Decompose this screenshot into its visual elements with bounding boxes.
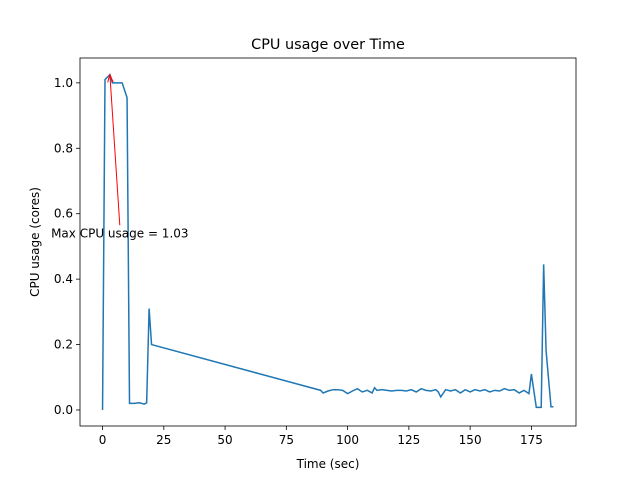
x-tick-label: 100	[336, 433, 359, 447]
plot-frame	[79, 57, 577, 427]
y-tick-label: 0.2	[54, 338, 73, 352]
y-axis-label: CPU usage (cores)	[28, 187, 42, 297]
y-tick-label: 0.0	[54, 403, 73, 417]
x-tick-label: 150	[459, 433, 482, 447]
x-axis-label: Time (sec)	[296, 457, 360, 471]
x-tick-label: 0	[99, 433, 107, 447]
annotation-arrowhead	[107, 73, 114, 83]
chart-title: CPU usage over Time	[251, 37, 405, 53]
x-tick-label: 50	[217, 433, 232, 447]
y-tick-label: 1.0	[54, 76, 73, 90]
annotation: Max CPU usage = 1.03	[51, 226, 188, 240]
annotation-arrow	[109, 74, 121, 226]
x-tick-label: 125	[397, 433, 420, 447]
y-tick-label: 0.4	[54, 272, 73, 286]
x-tick-label: 175	[520, 433, 543, 447]
x-tick-label: 75	[279, 433, 294, 447]
x-tick-label: 25	[156, 433, 171, 447]
line	[101, 73, 554, 410]
y-tick-label: 0.8	[54, 141, 73, 155]
y-tick-label: 0.6	[54, 207, 73, 221]
